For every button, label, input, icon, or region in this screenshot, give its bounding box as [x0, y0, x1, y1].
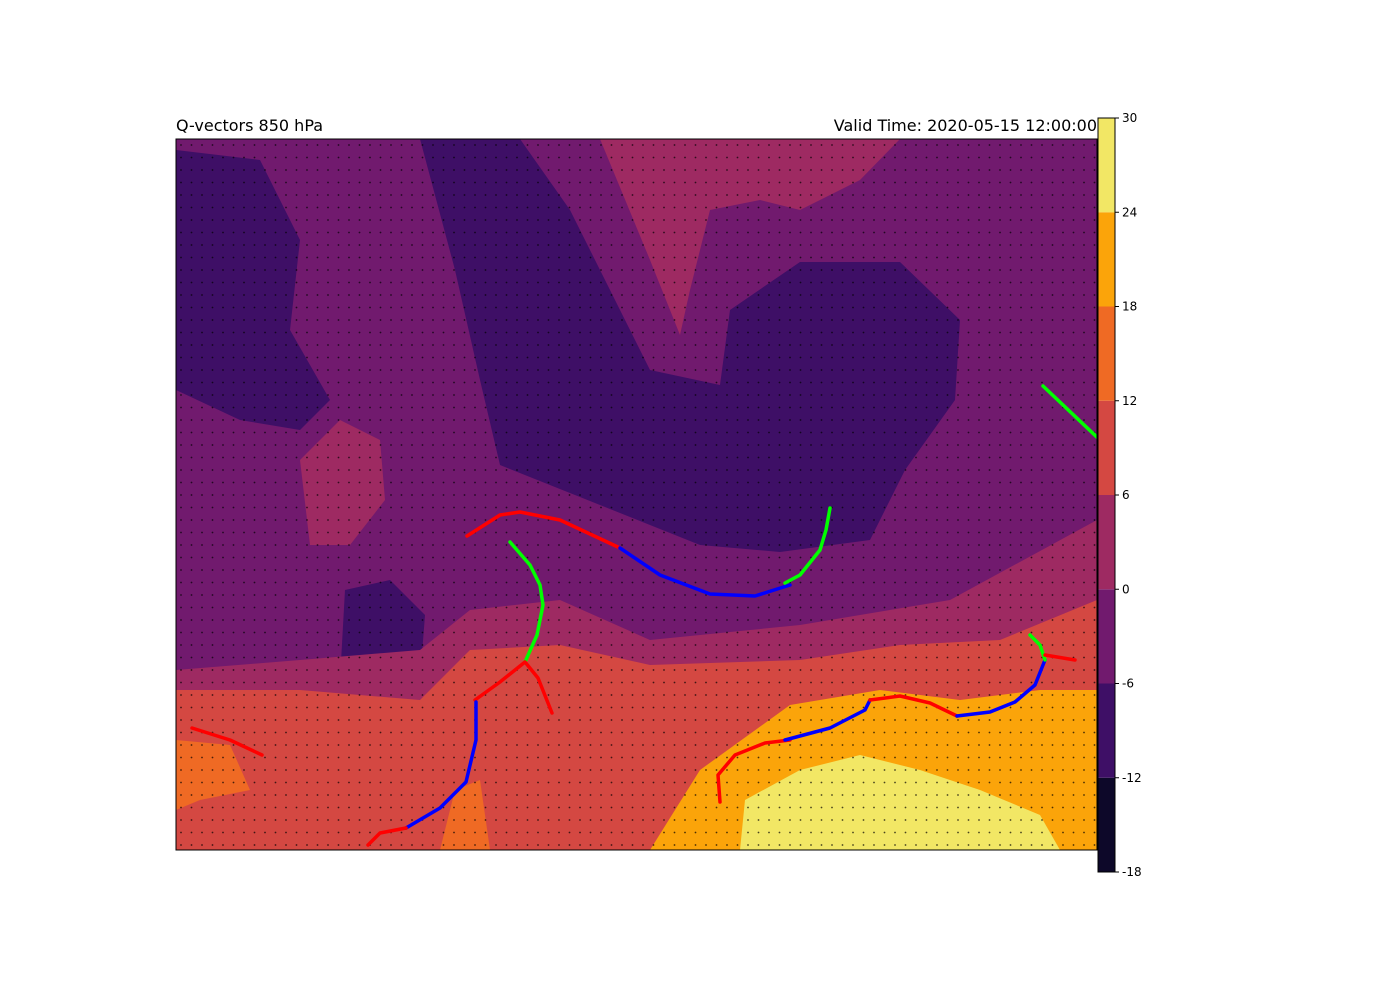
warm-front: [1043, 653, 1077, 662]
warm-front: [716, 738, 792, 804]
warm-front: [366, 826, 408, 847]
colorbar-tick-label: 12: [1122, 394, 1137, 408]
q-vector-grid: [176, 139, 1097, 850]
occluded-front: [508, 540, 545, 664]
map-frame: [175, 138, 1098, 851]
warm-front: [190, 726, 264, 757]
warm-front: [465, 510, 622, 550]
map-title: Q-vectors 850 hPa: [176, 116, 323, 135]
warm-front: [868, 694, 959, 718]
colorbar-tick-label: -12: [1122, 771, 1142, 785]
colorbar-tick-label: 0: [1122, 582, 1130, 596]
cold-front: [618, 546, 792, 598]
colorbar-band: [1098, 495, 1115, 590]
colorbar-tick-label: 18: [1122, 300, 1137, 314]
cold-front: [955, 658, 1047, 718]
colorbar: -18 -12 -6 0 6 12 18 24 30: [1097, 111, 1142, 879]
colorbar-tick-label: -18: [1122, 865, 1142, 879]
colorbar-band: [1098, 306, 1115, 401]
valid-time: Valid Time: 2020-05-15 12:00:00: [834, 116, 1097, 135]
colorbar-band: [1098, 118, 1115, 213]
colorbar-band: [1098, 589, 1115, 684]
colorbar-band: [1098, 777, 1115, 872]
warm-front: [473, 660, 554, 715]
map-area: [176, 139, 1097, 850]
cold-front: [783, 698, 872, 742]
colorbar-tick-label: 30: [1122, 111, 1137, 125]
colorbar-band: [1098, 683, 1115, 778]
occluded-front: [783, 506, 832, 585]
cold-front: [404, 700, 478, 830]
colorbar-tick-label: 6: [1122, 488, 1130, 502]
colorbar-tick-label: 24: [1122, 205, 1137, 219]
colorbar-band: [1098, 400, 1115, 495]
colorbar-band: [1098, 212, 1115, 307]
colorbar-tick-label: -6: [1122, 677, 1134, 691]
occluded-front: [1041, 384, 1097, 440]
